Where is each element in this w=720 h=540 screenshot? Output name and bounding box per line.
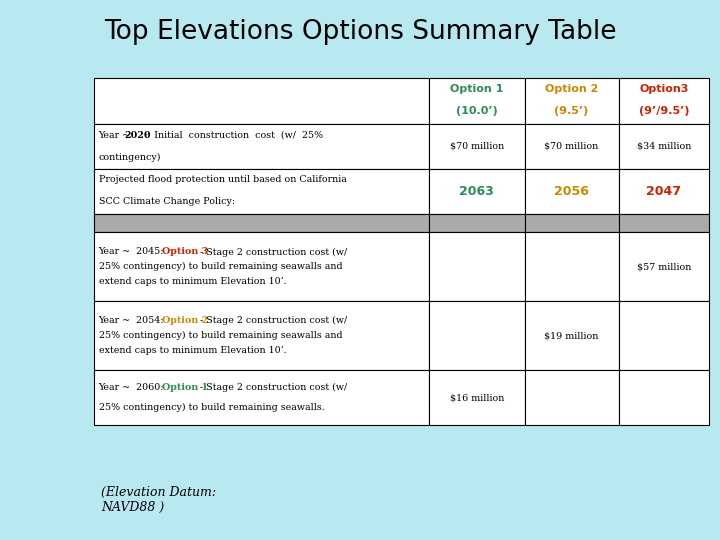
Bar (429, 124, 524, 169)
Bar (524, 232, 618, 301)
Bar (94, 214, 429, 232)
Text: Option 1: Option 1 (162, 383, 208, 393)
Bar (94, 232, 429, 301)
Text: $70 million: $70 million (450, 142, 504, 151)
Text: contingency): contingency) (99, 152, 161, 161)
Bar (618, 214, 709, 232)
Text: $70 million: $70 million (544, 142, 599, 151)
Text: Option 2: Option 2 (545, 84, 598, 94)
Bar (618, 78, 709, 124)
Bar (618, 232, 709, 301)
Text: Option 2: Option 2 (162, 316, 208, 326)
Text: - Stage 2 construction cost (w/: - Stage 2 construction cost (w/ (197, 316, 348, 326)
Text: $16 million: $16 million (449, 393, 504, 402)
Text: 2047: 2047 (647, 185, 681, 198)
Bar (618, 301, 709, 370)
Text: (9.5’): (9.5’) (554, 106, 589, 116)
Text: $34 million: $34 million (636, 142, 691, 151)
Bar (618, 370, 709, 425)
Bar (94, 124, 429, 169)
Bar (429, 370, 524, 425)
Text: Year ~: Year ~ (99, 131, 131, 140)
Bar (524, 214, 618, 232)
Bar (524, 370, 618, 425)
Bar (429, 169, 524, 214)
Bar (618, 169, 709, 214)
Bar (94, 78, 429, 124)
Bar (524, 169, 618, 214)
Text: 25% contingency) to build remaining seawalls and: 25% contingency) to build remaining seaw… (99, 262, 342, 271)
Text: - Stage 2 construction cost (w/: - Stage 2 construction cost (w/ (197, 383, 348, 393)
Bar (429, 301, 524, 370)
Text: Option 3: Option 3 (162, 247, 208, 256)
Bar (524, 124, 618, 169)
Bar (524, 78, 618, 124)
Bar (94, 301, 429, 370)
Text: extend caps to minimum Elevation 10’.: extend caps to minimum Elevation 10’. (99, 346, 287, 355)
Bar (429, 214, 524, 232)
Text: - Stage 2 construction cost (w/: - Stage 2 construction cost (w/ (197, 247, 348, 256)
Text: Year ~ 2060:: Year ~ 2060: (99, 383, 167, 393)
Text: $19 million: $19 million (544, 331, 599, 340)
Text: extend caps to minimum Elevation 10’.: extend caps to minimum Elevation 10’. (99, 276, 287, 286)
Text: (9’/9.5’): (9’/9.5’) (639, 106, 689, 116)
Bar (429, 78, 524, 124)
Text: Year ~ 2054:: Year ~ 2054: (99, 316, 167, 326)
Bar (94, 169, 429, 214)
Text: 2056: 2056 (554, 185, 589, 198)
Text: (10.0’): (10.0’) (456, 106, 498, 116)
Text: Option 1: Option 1 (450, 84, 503, 94)
Text: 2063: 2063 (459, 185, 494, 198)
Text: 25% contingency) to build remaining seawalls.: 25% contingency) to build remaining seaw… (99, 403, 325, 412)
Text: Option3: Option3 (639, 84, 688, 94)
Text: Projected flood protection until based on California: Projected flood protection until based o… (99, 176, 346, 184)
Text: $57 million: $57 million (636, 262, 691, 271)
Text: :  Initial  construction  cost  (w/  25%: : Initial construction cost (w/ 25% (145, 131, 323, 140)
Text: Top Elevations Options Summary Table: Top Elevations Options Summary Table (104, 19, 616, 45)
Bar (94, 370, 429, 425)
Bar (429, 232, 524, 301)
Bar (524, 301, 618, 370)
Text: 2020: 2020 (125, 131, 151, 140)
Text: SCC Climate Change Policy:: SCC Climate Change Policy: (99, 197, 235, 206)
Bar (618, 124, 709, 169)
Text: Year ~ 2045:: Year ~ 2045: (99, 247, 167, 256)
Text: 25% contingency) to build remaining seawalls and: 25% contingency) to build remaining seaw… (99, 331, 342, 340)
Text: (Elevation Datum:
NAVD88 ): (Elevation Datum: NAVD88 ) (101, 485, 216, 514)
